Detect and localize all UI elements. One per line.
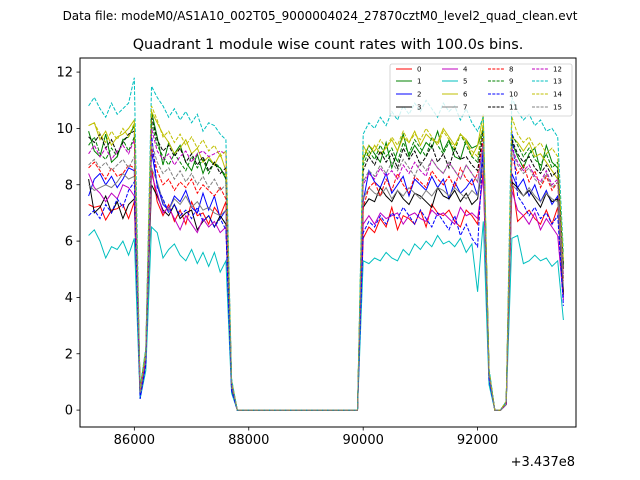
series-line-13 <box>88 77 564 411</box>
legend-label-12: 12 <box>553 66 562 74</box>
legend-label-7: 7 <box>463 104 467 112</box>
legend-label-3: 3 <box>417 104 421 112</box>
legend-frame <box>389 63 573 117</box>
series-line-5 <box>88 221 564 411</box>
x-tick-label: 88000 <box>228 433 269 448</box>
y-tick-label: 2 <box>65 347 73 362</box>
y-tick-label: 6 <box>65 235 73 250</box>
legend-label-6: 6 <box>463 91 468 99</box>
series-line-10 <box>88 131 564 411</box>
x-tick-label: 90000 <box>343 433 384 448</box>
series-line-3 <box>88 159 564 411</box>
series-line-12 <box>88 128 564 411</box>
y-tick-label: 10 <box>56 122 73 137</box>
series-line-0 <box>88 167 564 411</box>
series-line-11 <box>88 117 564 411</box>
legend-label-4: 4 <box>463 66 468 74</box>
series-line-1 <box>88 111 564 411</box>
figure-suptitle: Data file: modeM0/AS1A10_002T05_90000040… <box>63 9 578 23</box>
y-tick-label: 12 <box>56 66 73 81</box>
chart-title: Quadrant 1 module wise count rates with … <box>133 37 524 53</box>
legend-label-1: 1 <box>417 78 421 86</box>
legend-label-15: 15 <box>553 104 562 112</box>
x-axis-offset-label: +3.437e8 <box>511 455 575 470</box>
legend-label-14: 14 <box>553 91 562 99</box>
y-tick-label: 4 <box>65 291 73 306</box>
y-tick-label: 0 <box>65 404 73 419</box>
legend-label-8: 8 <box>509 66 513 74</box>
legend-label-11: 11 <box>509 104 518 112</box>
legend-label-9: 9 <box>509 78 513 86</box>
x-tick-label: 92000 <box>457 433 498 448</box>
series-line-8 <box>88 139 564 411</box>
legend-label-13: 13 <box>553 78 562 86</box>
x-axis: 86000 88000 90000 92000 <box>114 427 498 448</box>
legend-label-5: 5 <box>463 78 467 86</box>
series-line-6 <box>88 111 564 411</box>
legend-label-2: 2 <box>417 91 421 99</box>
y-axis: 0 2 4 6 8 10 12 <box>56 66 80 419</box>
y-tick-label: 8 <box>65 178 73 193</box>
series-layer <box>88 77 564 411</box>
plot-area <box>79 57 577 428</box>
legend-label-0: 0 <box>417 66 421 74</box>
series-line-9 <box>88 122 564 411</box>
legend-label-10: 10 <box>509 91 518 99</box>
axes-frame <box>79 57 577 428</box>
x-tick-label: 86000 <box>114 433 155 448</box>
series-line-15 <box>88 142 564 411</box>
